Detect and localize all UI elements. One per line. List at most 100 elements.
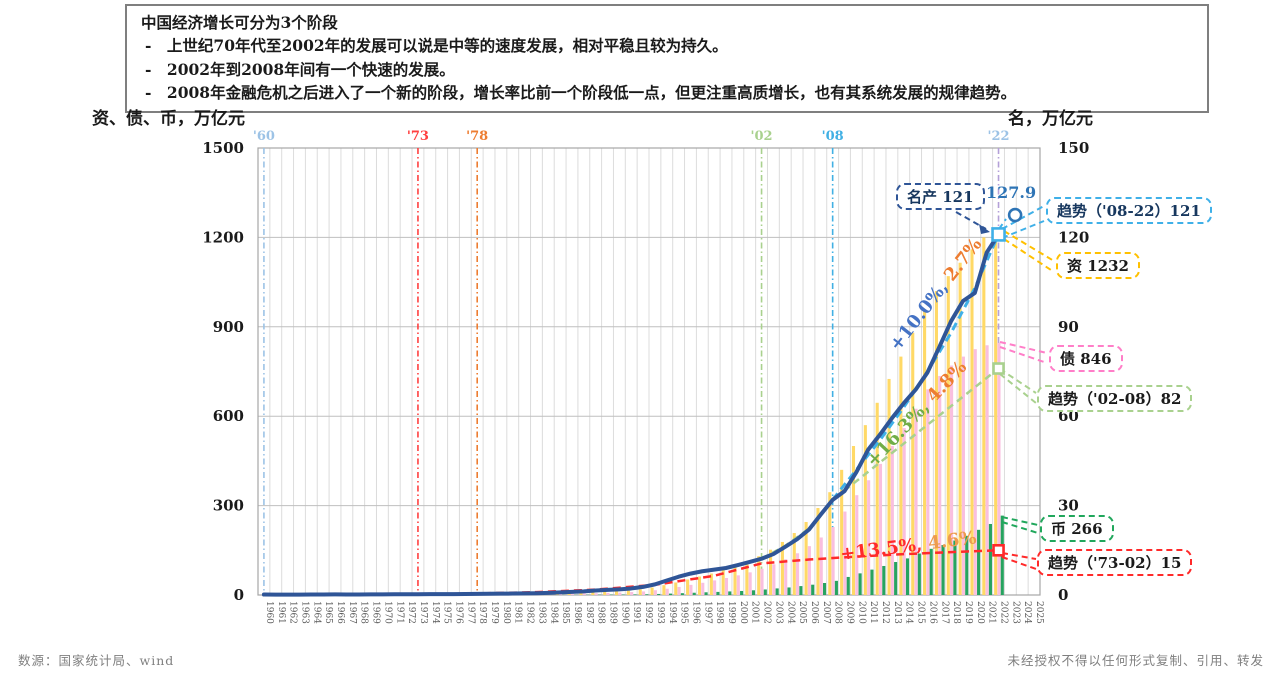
x-tick-label: 1970 [382, 601, 392, 624]
x-tick-label: 2004 [785, 601, 795, 624]
x-tick-label: 2019 [963, 601, 973, 624]
x-tick-label: 1974 [430, 601, 440, 624]
x-tick-label: 1994 [667, 601, 677, 624]
x-tick-label: 1980 [501, 601, 511, 624]
epoch-label: '02 [751, 129, 773, 144]
x-tick-label: 1969 [371, 601, 381, 624]
x-tick-label: 1972 [406, 601, 416, 624]
x-tick-label: 2016 [927, 601, 937, 624]
x-tick-label: 1983 [536, 601, 546, 624]
right-tick-label: 30 [1058, 497, 1079, 515]
callout-money: 币 266 [1040, 515, 1114, 542]
x-tick-label: 1961 [276, 601, 286, 624]
x-tick-label: 2003 [773, 601, 783, 624]
x-tick-label: 1982 [525, 601, 535, 624]
x-tick-label: 1962 [288, 601, 298, 624]
x-tick-label: 2008 [833, 601, 843, 624]
summary-bullet-3: - 2008年金融危机之后进入了一个新的阶段，增长率比前一个阶段低一点，但更注重… [145, 82, 1017, 102]
x-tick-label: 2025 [1034, 601, 1044, 624]
left-tick-label: 900 [213, 318, 244, 336]
x-tick-label: 1999 [726, 601, 736, 624]
x-tick-label: 1998 [714, 601, 724, 624]
x-tick-label: 1977 [465, 601, 475, 624]
x-tick-label: 2024 [1022, 601, 1032, 624]
square-marker-icon [992, 543, 1005, 557]
x-tick-label: 1985 [560, 601, 570, 624]
x-tick-label: 2023 [1010, 601, 1020, 624]
x-tick-label: 1967 [347, 601, 357, 624]
x-tick-label: 1989 [608, 601, 618, 624]
x-tick-label: 2010 [856, 601, 866, 624]
x-tick-label: 1986 [572, 601, 582, 624]
connector-lines [955, 205, 1055, 570]
callout-latest-point: 127.9 [986, 183, 1037, 202]
x-tick-label: 2012 [880, 601, 890, 624]
x-tick-label: 2007 [821, 601, 831, 624]
callout-trend-02-08: 趋势（'02-08）82 [1037, 385, 1193, 412]
x-tick-label: 1966 [335, 601, 345, 624]
right-axis-title: 名，万亿元 [1008, 109, 1093, 129]
x-tick-label: 1971 [394, 601, 404, 624]
x-tick-label: 2006 [809, 601, 819, 624]
summary-bullet-1: - 上世纪70年代至2002年的发展可以说是中等的速度发展，相对平稳且较为持久。 [145, 36, 728, 56]
left-tick-label: 0 [234, 586, 244, 604]
epoch-label: '60 [253, 129, 275, 144]
square-marker-icon [992, 362, 1005, 375]
x-tick-label: 1992 [643, 601, 653, 624]
x-tick-label: 1984 [548, 601, 558, 624]
callout-debt: 债 846 [1049, 345, 1123, 372]
x-tick-label: 1979 [489, 601, 499, 624]
x-tick-label: 1976 [454, 601, 464, 624]
x-tick-label: 2005 [797, 601, 807, 624]
left-tick-label: 1200 [202, 228, 244, 246]
x-tick-label: 2011 [868, 601, 878, 624]
copyright-notice: 未经授权不得以任何形式复制、引用、转发 [1007, 653, 1264, 668]
series-markers [991, 207, 1023, 557]
epoch-label: '78 [466, 129, 488, 144]
arrowhead-icon [979, 224, 990, 234]
x-tick-label: 1963 [299, 601, 309, 624]
x-tick-label: 2013 [892, 601, 902, 624]
x-tick-label: 2020 [975, 601, 985, 624]
x-tick-label: 1996 [690, 601, 700, 624]
line-nominal-gdp [261, 232, 1001, 597]
callout-trend-73-02: 趋势（'73-02）15 [1037, 549, 1193, 576]
right-tick-label: 0 [1058, 586, 1068, 604]
left-axis-title: 资、债、币，万亿元 [92, 109, 245, 129]
callout-assets: 资 1232 [1056, 252, 1140, 279]
x-tick-label: 2001 [750, 601, 760, 624]
data-source-note: 数源：国家统计局、wind [18, 653, 175, 668]
x-tick-label: 2018 [951, 601, 961, 624]
x-tick-label: 1965 [323, 601, 333, 624]
x-tick-label: 1968 [359, 601, 369, 624]
left-tick-label: 1500 [202, 139, 244, 157]
x-tick-label: 1988 [596, 601, 606, 624]
x-tick-label: 1981 [513, 601, 523, 624]
x-tick-label: 1960 [264, 601, 274, 624]
x-tick-label: 2017 [939, 601, 949, 624]
x-tick-label: 2022 [999, 601, 1009, 624]
x-tick-label: 1991 [631, 601, 641, 624]
x-tick-label: 2000 [738, 601, 748, 624]
summary-box: 中国经济增长可分为3个阶段 - 上世纪70年代至2002年的发展可以说是中等的速… [125, 4, 1209, 113]
x-tick-label: 2014 [904, 601, 914, 624]
callout-trend-08-22: 趋势（'08-22）121 [1046, 197, 1212, 224]
summary-bullet-2: - 2002年到2008年间有一个快速的发展。 [145, 59, 455, 79]
x-tick-label: 2009 [845, 601, 855, 624]
x-tick-label: 1997 [702, 601, 712, 624]
left-tick-label: 600 [213, 407, 244, 425]
right-tick-label: 90 [1058, 318, 1079, 336]
x-tick-label: 2021 [987, 601, 997, 624]
x-tick-label: 2002 [762, 601, 772, 624]
right-tick-label: 150 [1058, 139, 1089, 157]
right-tick-label: 120 [1058, 228, 1089, 246]
bars-债 [559, 342, 1001, 595]
epoch-label: '22 [987, 129, 1009, 144]
summary-title: 中国经济增长可分为3个阶段 [141, 13, 338, 32]
left-tick-label: 300 [213, 497, 244, 515]
x-axis-labels: 1960 1961 1962 1963 1964 1965 1966 1967 1968 1969… [264, 601, 1044, 624]
x-tick-label: 1975 [442, 601, 452, 624]
x-tick-label: 1990 [619, 601, 629, 624]
